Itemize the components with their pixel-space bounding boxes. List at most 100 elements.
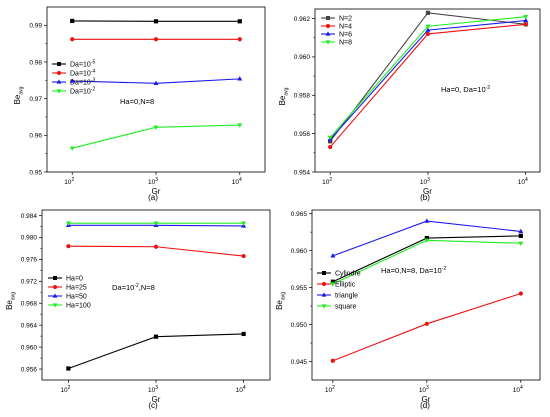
legend-label-0-sup: -5 <box>91 59 96 65</box>
y-axis-title-sub: avg <box>19 86 25 94</box>
x-tick-label-sup: 3 <box>426 385 429 391</box>
legend-label-2: Ha=50 <box>66 293 87 300</box>
x-tick-label-sup: 4 <box>525 177 528 183</box>
data-point-3-1 <box>153 125 159 130</box>
y-tick-label: 0.964 <box>21 322 38 329</box>
data-point-0-0 <box>328 139 333 144</box>
data-point-0-1 <box>153 334 159 339</box>
y-tick-label: 0.980 <box>21 235 38 242</box>
legend-marker <box>325 31 331 36</box>
annotation-main: Ha=0,N=8, Da=10 <box>381 266 442 275</box>
legend-marker <box>326 24 330 28</box>
panel-c: 0.956 0.960 0.964 0.968 0.972 0.976 0.980 0.984… <box>5 209 271 410</box>
y-tick-label: 0.962 <box>294 16 311 23</box>
data-point-2-1 <box>153 80 159 85</box>
legend-label-1: N=4 <box>339 23 352 30</box>
panel-caption: (a) <box>148 193 158 202</box>
x-tick-label-main: 10 <box>232 179 240 186</box>
legend-label-2-main: Ha=50 <box>66 293 87 300</box>
x-tick-label: 104 <box>513 385 523 394</box>
x-axis-title: Gr <box>422 395 431 404</box>
series-line-3 <box>332 239 521 285</box>
x-axis-title: Gr <box>423 187 432 196</box>
x-tick-label: 104 <box>236 385 246 394</box>
legend-label-0-main: Da=10 <box>70 61 91 68</box>
legend-label-0-main: Cylindre <box>335 270 361 277</box>
annotation: Ha=0,N=8 <box>120 97 154 106</box>
series-line-0 <box>68 333 244 370</box>
x-tick-label-main: 10 <box>64 179 72 186</box>
y-tick-label: 0.950 <box>291 322 308 329</box>
annotation-main: Ha=0, Da=10 <box>441 85 486 94</box>
y-tick-label: 0.945 <box>291 359 308 366</box>
data-point-3-2 <box>237 123 243 128</box>
x-tick-label: 102 <box>64 177 74 186</box>
data-point-2-2 <box>237 76 243 81</box>
y-axis-title: Beavg <box>5 292 17 310</box>
legend-marker <box>53 276 57 280</box>
data-point-1-2 <box>518 291 523 296</box>
legend-label-1-main: Elliptic <box>335 281 356 288</box>
legend-label-1: Elliptic <box>335 281 356 288</box>
y-tick-label: 0.984 <box>21 213 38 220</box>
y-axis-title-main: Be <box>278 95 287 105</box>
legend-label-3-main: Ha=100 <box>66 302 91 309</box>
data-point-3-2 <box>241 221 247 226</box>
annotation: Ha=0,N=8, Da=10-2 <box>381 266 446 275</box>
legend-marker <box>325 40 331 45</box>
x-tick-label-sup: 3 <box>427 177 430 183</box>
legend-label-2-main: triangle <box>335 292 358 299</box>
x-tick-label-sup: 2 <box>71 177 74 183</box>
y-axis-title-group: Beavg <box>275 292 287 310</box>
x-tick-label: 102 <box>60 385 70 394</box>
x-tick-label-main: 10 <box>513 387 521 394</box>
legend-label-3-main: Da=10 <box>70 88 91 95</box>
data-point-1-2 <box>237 37 242 42</box>
y-axis-title: Beavg <box>275 292 287 310</box>
legend-marker <box>56 79 62 84</box>
legend-marker <box>321 292 327 297</box>
legend-marker <box>52 293 58 298</box>
data-point-3-0 <box>327 135 333 141</box>
legend-label-1: Ha=25 <box>66 284 87 291</box>
x-tick-label-sup: 2 <box>68 385 71 391</box>
legend-label-2: Da=10-3 <box>70 77 95 86</box>
x-tick-label-main: 10 <box>322 179 330 186</box>
x-tick-label-sup: 4 <box>239 177 242 183</box>
y-tick-label: 0.960 <box>294 54 311 61</box>
legend-label-0: Da=10-5 <box>70 59 95 68</box>
data-point-1-2 <box>241 253 246 259</box>
data-point-0-2 <box>518 233 523 238</box>
x-tick-label-main: 10 <box>148 179 156 186</box>
y-tick-label: 0.960 <box>291 248 308 255</box>
series-line-1 <box>332 292 521 362</box>
x-tick-label-main: 10 <box>518 179 526 186</box>
x-tick-label-main: 10 <box>420 179 428 186</box>
series-line-1 <box>329 23 526 148</box>
x-tick-label: 103 <box>420 177 430 186</box>
y-tick-label: 0.955 <box>291 285 308 292</box>
legend-label-1-main: Ha=25 <box>66 284 87 291</box>
data-point-1-1 <box>153 37 159 42</box>
data-point-3-2 <box>523 14 529 20</box>
data-point-3-2 <box>518 241 524 246</box>
y-axis-title-sub: avg <box>284 87 290 95</box>
legend-label-3-sup: -2 <box>91 86 96 92</box>
x-tick-label: 104 <box>518 177 528 186</box>
y-tick-label: 0.960 <box>21 344 38 351</box>
legend-label-0-main: N=2 <box>339 15 352 22</box>
x-tick-label-main: 10 <box>148 387 156 394</box>
data-point-2-2 <box>523 17 529 23</box>
data-point-0-0 <box>66 366 71 371</box>
x-tick-label-main: 10 <box>419 387 427 394</box>
data-point-0-1 <box>424 235 429 241</box>
legend-label-1-sup: -4 <box>91 68 96 74</box>
legend-label-3: square <box>335 303 357 310</box>
annotation-main: Ha=0,N=8 <box>120 97 154 106</box>
x-axis-title: Gr <box>152 187 161 196</box>
legend-marker <box>56 89 62 94</box>
data-point-1-0 <box>330 358 335 363</box>
